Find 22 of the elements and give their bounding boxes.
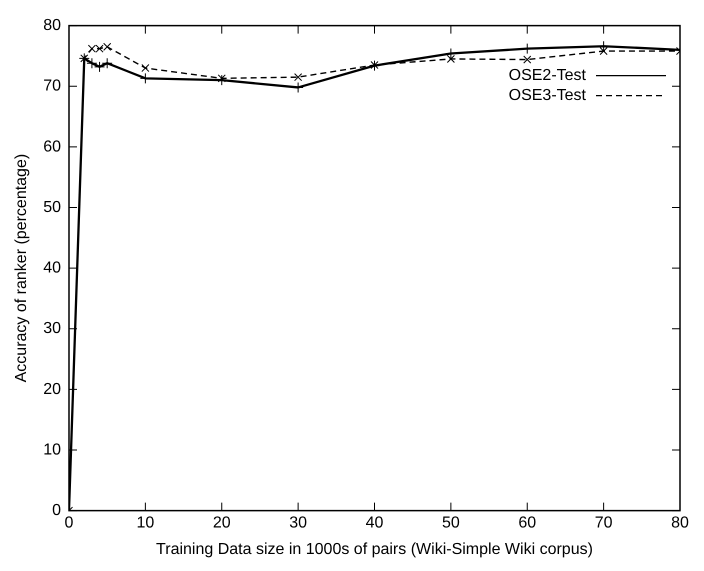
x-tick-label: 10 — [136, 514, 154, 532]
y-tick-label: 30 — [43, 320, 62, 338]
x-axis-title: Training Data size in 1000s of pairs (Wiki-Simple Wiki corpus) — [156, 540, 593, 558]
x-tick-label: 60 — [518, 514, 536, 532]
x-tick-label: 40 — [366, 514, 384, 532]
y-tick-label: 10 — [43, 441, 62, 458]
legend-label: OSE2-Test — [508, 67, 587, 84]
y-tick-label: 20 — [43, 380, 62, 398]
x-tick-label: 20 — [212, 514, 231, 532]
y-axis-title: Accuracy of ranker (percentage) — [13, 154, 30, 382]
x-tick-label: 30 — [289, 514, 308, 532]
x-tick-label: 80 — [671, 514, 689, 532]
y-tick-label: 70 — [43, 78, 62, 95]
x-tick-label: 70 — [594, 514, 613, 532]
y-tick-label: 50 — [43, 198, 62, 216]
y-tick-label: 0 — [52, 502, 62, 520]
x-tick-label: 50 — [442, 514, 460, 532]
y-tick-label: 40 — [43, 260, 62, 277]
x-tick-label: 0 — [64, 514, 74, 532]
legend-label: OSE3-Test — [508, 87, 587, 104]
y-tick-label: 60 — [43, 138, 62, 156]
y-tick-label: 80 — [43, 17, 62, 34]
